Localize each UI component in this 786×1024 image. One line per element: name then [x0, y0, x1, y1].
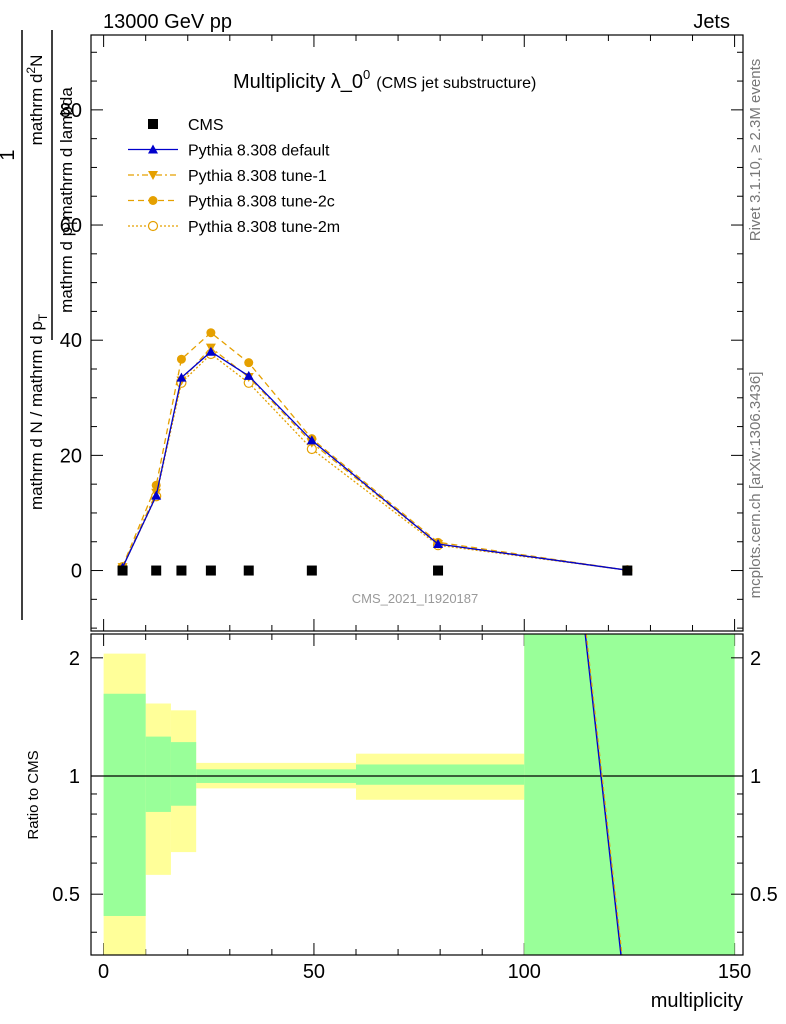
rivet-label: Rivet 3.1.10, ≥ 2.3M events — [747, 59, 764, 242]
y-label-prefix-numerator: 1 — [0, 149, 19, 160]
y-label-denominator: mathrm d pTmathrm d lambda — [57, 87, 80, 313]
marker-square — [151, 565, 162, 576]
y-label-prefix-denominator: mathrm d N / mathrm d pT — [27, 313, 50, 510]
header-right: Jets — [693, 11, 730, 33]
ratio-plot-frame — [90, 633, 744, 956]
ratio-band-green — [356, 764, 525, 785]
ratio-y-tick-label-left: 0.5 — [52, 884, 80, 906]
x-tick-label: 50 — [303, 961, 325, 983]
ratio-plot-panel: 0 50 100 150 0.5 0.5 1 1 2 2 — [52, 633, 778, 983]
marker-circle-open — [147, 220, 159, 232]
mcplots-label: mcplots.cern.ch [arXiv:1306.3436] — [747, 372, 764, 599]
series-line-tune-1 — [121, 346, 628, 571]
header-left: 13000 GeV pp — [103, 11, 232, 33]
ratio-band-green — [170, 742, 197, 806]
ratio-y-tick-label-left: 1 — [69, 766, 80, 788]
legend-label: Pythia 8.308 tune-2m — [188, 219, 340, 236]
y-label-numerator: mathrm d2N — [24, 55, 46, 146]
y-tick-label-top: 80 — [60, 100, 82, 122]
legend-label: CMS — [188, 117, 224, 134]
marker-circle-filled — [148, 196, 158, 205]
x-tick-label: 100 — [508, 961, 541, 983]
chart-title: Multiplicity λ_00(CMS jet substructure) — [233, 67, 536, 93]
y-axis-label-top: 1 mathrm d N / mathrm d pT mathrm d2N ma… — [0, 30, 80, 620]
x-tick-label: 0 — [98, 961, 109, 983]
marker-square — [306, 565, 317, 576]
ratio-line-default — [584, 633, 622, 956]
legend: CMS Pythia 8.308 default Pythia 8.308 tune… — [128, 117, 340, 236]
series-line-tune-2c — [121, 331, 628, 571]
ratio-y-tick-label-right: 0.5 — [750, 884, 778, 906]
y-axis-label-bottom: Ratio to CMS — [25, 750, 42, 839]
legend-label: Pythia 8.308 default — [188, 143, 330, 160]
main-plot-panel: 0 20 40 60 80 — [60, 34, 744, 955]
marker-triangle-up — [176, 372, 187, 382]
legend-label: Pythia 8.308 tune-1 — [188, 168, 327, 185]
y-tick-label-top: 0 — [71, 561, 82, 583]
ratio-band-green — [524, 634, 735, 955]
ratio-band-green — [103, 693, 146, 916]
y-tick-label-top: 60 — [60, 215, 82, 237]
series-line-default — [121, 350, 628, 571]
main-plot-frame — [90, 34, 744, 632]
ratio-y-tick-label-right: 1 — [750, 766, 761, 788]
marker-triangle-up — [306, 435, 317, 445]
series-line-tune-2m — [121, 353, 628, 571]
marker-triangle-up — [205, 346, 216, 356]
ratio-line-tunes — [585, 633, 623, 956]
marker-circle-filled — [206, 328, 216, 338]
marker-square — [148, 119, 158, 129]
marker-square — [433, 565, 444, 576]
marker-square — [117, 565, 128, 576]
marker-square — [176, 565, 187, 576]
marker-triangle-up — [148, 144, 158, 154]
marker-triangle-up — [243, 370, 254, 380]
x-axis-label: multiplicity — [651, 990, 743, 1012]
marker-triangle-up — [151, 490, 162, 500]
ratio-band-green — [145, 736, 171, 812]
ratio-y-tick-label-right: 2 — [750, 648, 761, 670]
marker-circle-filled — [244, 358, 254, 368]
marker-square — [205, 565, 216, 576]
legend-label: Pythia 8.308 tune-2c — [188, 194, 335, 211]
marker-square — [622, 565, 633, 576]
y-tick-label-top: 40 — [60, 330, 82, 352]
analysis-watermark: CMS_2021_I1920187 — [352, 591, 479, 606]
ratio-y-tick-label-left: 2 — [69, 648, 80, 670]
marker-circle-filled — [176, 354, 186, 364]
marker-square — [243, 565, 254, 576]
y-tick-label-top: 20 — [60, 445, 82, 467]
marker-triangle-up — [433, 539, 444, 549]
marker-triangle-down — [148, 171, 158, 180]
x-tick-label: 150 — [718, 961, 751, 983]
